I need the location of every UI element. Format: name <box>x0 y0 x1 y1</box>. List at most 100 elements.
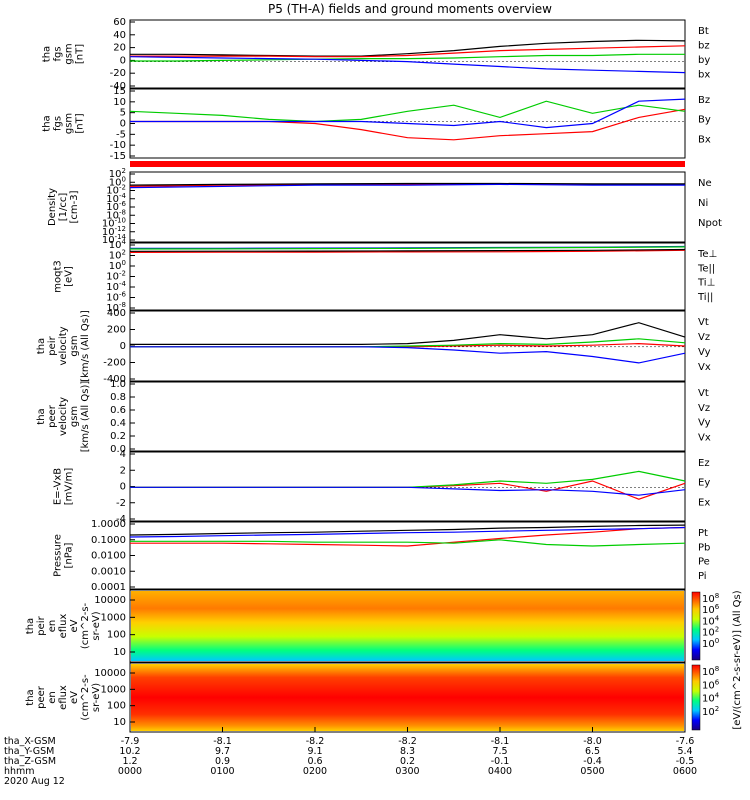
y-axis-label: [nT] <box>75 44 86 64</box>
x-axis-row-label: tha_X-GSM <box>4 736 56 747</box>
legend-entry-Ni: Ni <box>698 198 708 209</box>
y-axis-label: [km/s (All Qs)] <box>80 381 91 453</box>
series-line-Pb <box>130 526 686 547</box>
y-tick-label: 0.1000 <box>91 535 126 546</box>
legend-entry-Vz: Vz <box>698 332 710 343</box>
series-line-Vx <box>130 346 686 364</box>
y-axis-label: velocity <box>58 397 69 436</box>
y-axis-label: [km/s (All Qs)] <box>80 310 91 382</box>
series-line-Bt <box>130 39 686 57</box>
y-axis-label: en <box>47 691 58 704</box>
series-line-Bx <box>130 98 686 129</box>
legend-entry-Te||: Te|| <box>697 263 715 274</box>
y-tick-label: 10 <box>113 97 126 108</box>
colorbar <box>691 664 701 731</box>
y-tick-label: 0.0010 <box>91 566 126 577</box>
y-axis-label: eflux <box>58 614 69 639</box>
y-tick-label: 40 <box>113 30 126 41</box>
x-tick-label: -8.2 <box>306 736 325 747</box>
y-tick-label: -4 <box>116 514 126 525</box>
x-tick-label: 0.2 <box>400 756 415 767</box>
legend-entry-Ti⊥: Ti⊥ <box>697 278 715 289</box>
panel-frame <box>129 381 686 452</box>
y-tick-label: -2 <box>116 498 126 509</box>
legend-entry-Te⊥: Te⊥ <box>697 249 717 260</box>
series-line-Ex <box>130 486 686 496</box>
panel-efield: 4 2 0 -2 -4 Ez Ey Ex E=-VxB [mV/m] <box>53 449 711 525</box>
x-tick-label: 0500 <box>580 766 604 777</box>
y-axis-label: tha <box>42 115 53 131</box>
y-tick-label: 5 <box>120 108 126 119</box>
colorbar <box>691 591 701 661</box>
legend-entry-Bx: Bx <box>698 134 711 145</box>
y-tick-label: 0.2 <box>110 431 126 442</box>
legend-entry-Npot: Npot <box>698 218 722 229</box>
spectrogram-image <box>131 664 684 731</box>
series-line-By <box>129 100 686 123</box>
y-tick-label: 100 <box>107 630 126 641</box>
y-axis-label: Density <box>47 188 58 226</box>
legend-entry-bx: bx <box>698 70 710 81</box>
x-tick-label: 0.6 <box>307 756 322 767</box>
x-axis-row-label: tha_Z-GSM <box>4 756 56 767</box>
y-axis-label: moqt3 <box>53 260 64 293</box>
y-axis-label: peer <box>36 685 47 709</box>
y-axis-label: Pressure <box>53 534 64 577</box>
legend-entry-Vt: Vt <box>698 388 709 399</box>
y-axis-label: gsm <box>69 335 80 356</box>
y-tick-label: 20 <box>113 43 126 54</box>
x-tick-label: -8.1 <box>491 736 510 747</box>
y-axis-label: fgs <box>53 116 64 131</box>
series-line-Ni <box>129 182 685 186</box>
x-tick-label: 0200 <box>303 766 327 777</box>
panel-velocity_peer: 1.0 0.8 0.6 0.4 0.2 0.0 Vt Vz Vy Vx tha peer velocit… <box>36 379 711 455</box>
y-tick-label: 100 <box>107 701 126 712</box>
x-tick-label: -0.4 <box>583 756 602 767</box>
legend-entry-by: by <box>698 55 710 66</box>
legend-entry-Pb: Pb <box>698 542 710 553</box>
y-tick-label: 0 <box>120 341 126 352</box>
y-axis-label: velocity <box>58 326 69 365</box>
y-axis-label: en <box>47 620 58 633</box>
x-axis-row-label: hhmm <box>4 766 35 777</box>
y-tick-label: 1000 <box>101 684 126 695</box>
y-tick-label: -15 <box>110 151 126 162</box>
legend-entry-By: By <box>698 115 711 126</box>
y-axis-label: gsm <box>69 406 80 427</box>
y-tick-label: -400 <box>103 374 126 385</box>
legend-entry-Vy: Vy <box>698 347 711 358</box>
legend-entry-bz: bz <box>698 41 710 52</box>
y-axis-label: sr-eV) <box>91 611 102 640</box>
panel-pressure: 1.0000 0.1000 0.0100 0.0010 0.0001 Pt Pb Pe Pi Pr… <box>53 519 711 593</box>
x-tick-label: -8.1 <box>213 736 232 747</box>
y-tick-label: 15 <box>113 86 126 97</box>
x-tick-label: -7.6 <box>676 736 695 747</box>
y-tick-label: 4 <box>120 449 126 460</box>
x-tick-label: 9.1 <box>307 746 322 757</box>
x-tick-label: 0300 <box>395 766 419 777</box>
flag-bar <box>130 161 685 167</box>
panel-density: 10210010-210-410-610-810-1010-1210-14NeN… <box>47 167 722 246</box>
y-tick-label: 10000 <box>94 595 126 606</box>
y-tick-label: 0.6 <box>110 405 126 416</box>
x-tick-label: 0.9 <box>215 756 230 767</box>
y-axis-label: tha <box>25 618 36 634</box>
y-axis-label: [nT] <box>75 113 86 133</box>
y-axis-label: peer <box>47 404 58 428</box>
colorbar-label: [eV/(cm^2-s-sr-eV)] (All Qs) <box>732 590 743 729</box>
y-axis-label: (cm^2-s- <box>80 674 91 721</box>
date-label: 2020 Aug 12 <box>4 776 65 787</box>
legend-entry-Pe: Pe <box>698 557 710 568</box>
y-tick-label: 400 <box>107 308 126 319</box>
legend-entry-Ex: Ex <box>698 497 710 508</box>
legend-entry-Vx: Vx <box>698 432 711 443</box>
y-tick-label: 10 <box>113 647 126 658</box>
series-line-Npot <box>129 183 685 189</box>
y-axis-label: eV <box>69 691 80 704</box>
series-line-Vt <box>130 322 686 345</box>
y-axis-label: tha <box>36 408 47 424</box>
panel-temp: 10410210010-210-410-610-8Te⊥Te||Ti⊥Ti||m… <box>53 238 718 314</box>
series-line-Te|| <box>129 248 686 252</box>
